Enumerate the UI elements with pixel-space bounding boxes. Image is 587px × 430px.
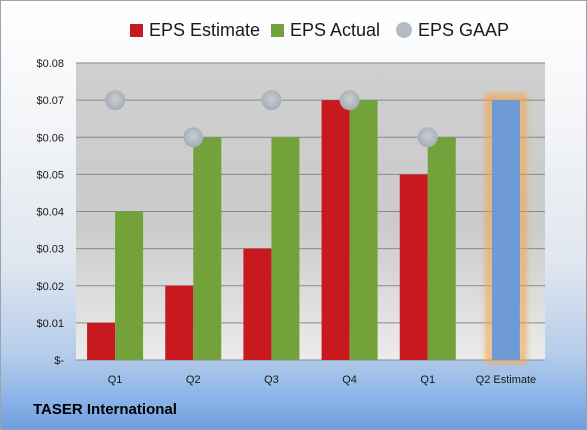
bar-eps-actual <box>193 137 222 360</box>
bar-eps-actual <box>427 137 456 360</box>
x-tick-label: Q1 <box>420 374 435 386</box>
legend-item-eps-actual: EPS Actual <box>271 15 380 45</box>
chart-legend: EPS Estimate EPS Actual EPS GAAP <box>1 15 586 45</box>
y-tick-label: $0.01 <box>36 318 64 330</box>
legend-item-eps-gaap: EPS GAAP <box>396 15 509 45</box>
x-tick-label: Q4 <box>342 374 357 386</box>
x-tick-label: Q2 <box>186 374 201 386</box>
point-eps-gaap <box>261 90 282 111</box>
legend-swatch-eps-actual <box>271 23 284 37</box>
bar-eps-actual <box>349 100 378 360</box>
point-eps-gaap <box>339 90 360 111</box>
y-tick-label: $- <box>54 355 64 367</box>
point-eps-gaap <box>183 127 204 148</box>
y-tick-label: $0.06 <box>36 132 64 144</box>
bar-eps-estimate <box>87 322 116 360</box>
x-tick-label: Q1 <box>108 374 123 386</box>
legend-dot-eps-gaap <box>396 22 412 38</box>
legend-label-eps-actual: EPS Actual <box>290 19 381 40</box>
y-tick-label: $0.03 <box>36 244 64 256</box>
gridlines <box>76 62 545 361</box>
bar-eps-estimate <box>399 174 428 360</box>
legend-label-eps-estimate: EPS Estimate <box>149 19 261 40</box>
x-tick-label: Q3 <box>264 374 279 386</box>
gaap-points <box>105 90 438 148</box>
bars <box>87 93 527 364</box>
point-eps-gaap <box>417 127 438 148</box>
bar-eps-estimate <box>165 285 194 360</box>
y-tick-label: $0.05 <box>36 169 64 181</box>
bar-q2-estimate <box>491 100 520 360</box>
point-eps-gaap <box>105 90 126 111</box>
legend-item-eps-estimate: EPS Estimate <box>130 15 260 45</box>
y-axis-ticks: $- $0.01 $0.02 $0.03 $0.04 $0.05 $0.06 $0.07 $0.… <box>36 58 64 367</box>
x-tick-label: Q2 Estimate <box>476 374 537 386</box>
bar-eps-actual <box>115 211 144 360</box>
y-tick-label: $0.04 <box>36 207 64 219</box>
company-name: TASER International <box>33 401 177 418</box>
y-tick-label: $0.02 <box>36 281 64 293</box>
bar-eps-estimate <box>243 248 272 360</box>
legend-swatch-eps-estimate <box>130 23 143 37</box>
legend-label-eps-gaap: EPS GAAP <box>418 19 510 40</box>
y-tick-label: $0.08 <box>36 58 64 70</box>
bar-eps-actual <box>271 137 300 360</box>
x-axis-ticks: Q1 Q2 Q3 Q4 Q1 Q2 Estimate <box>108 374 536 386</box>
y-tick-label: $0.07 <box>36 95 64 107</box>
bar-eps-estimate <box>321 100 350 360</box>
